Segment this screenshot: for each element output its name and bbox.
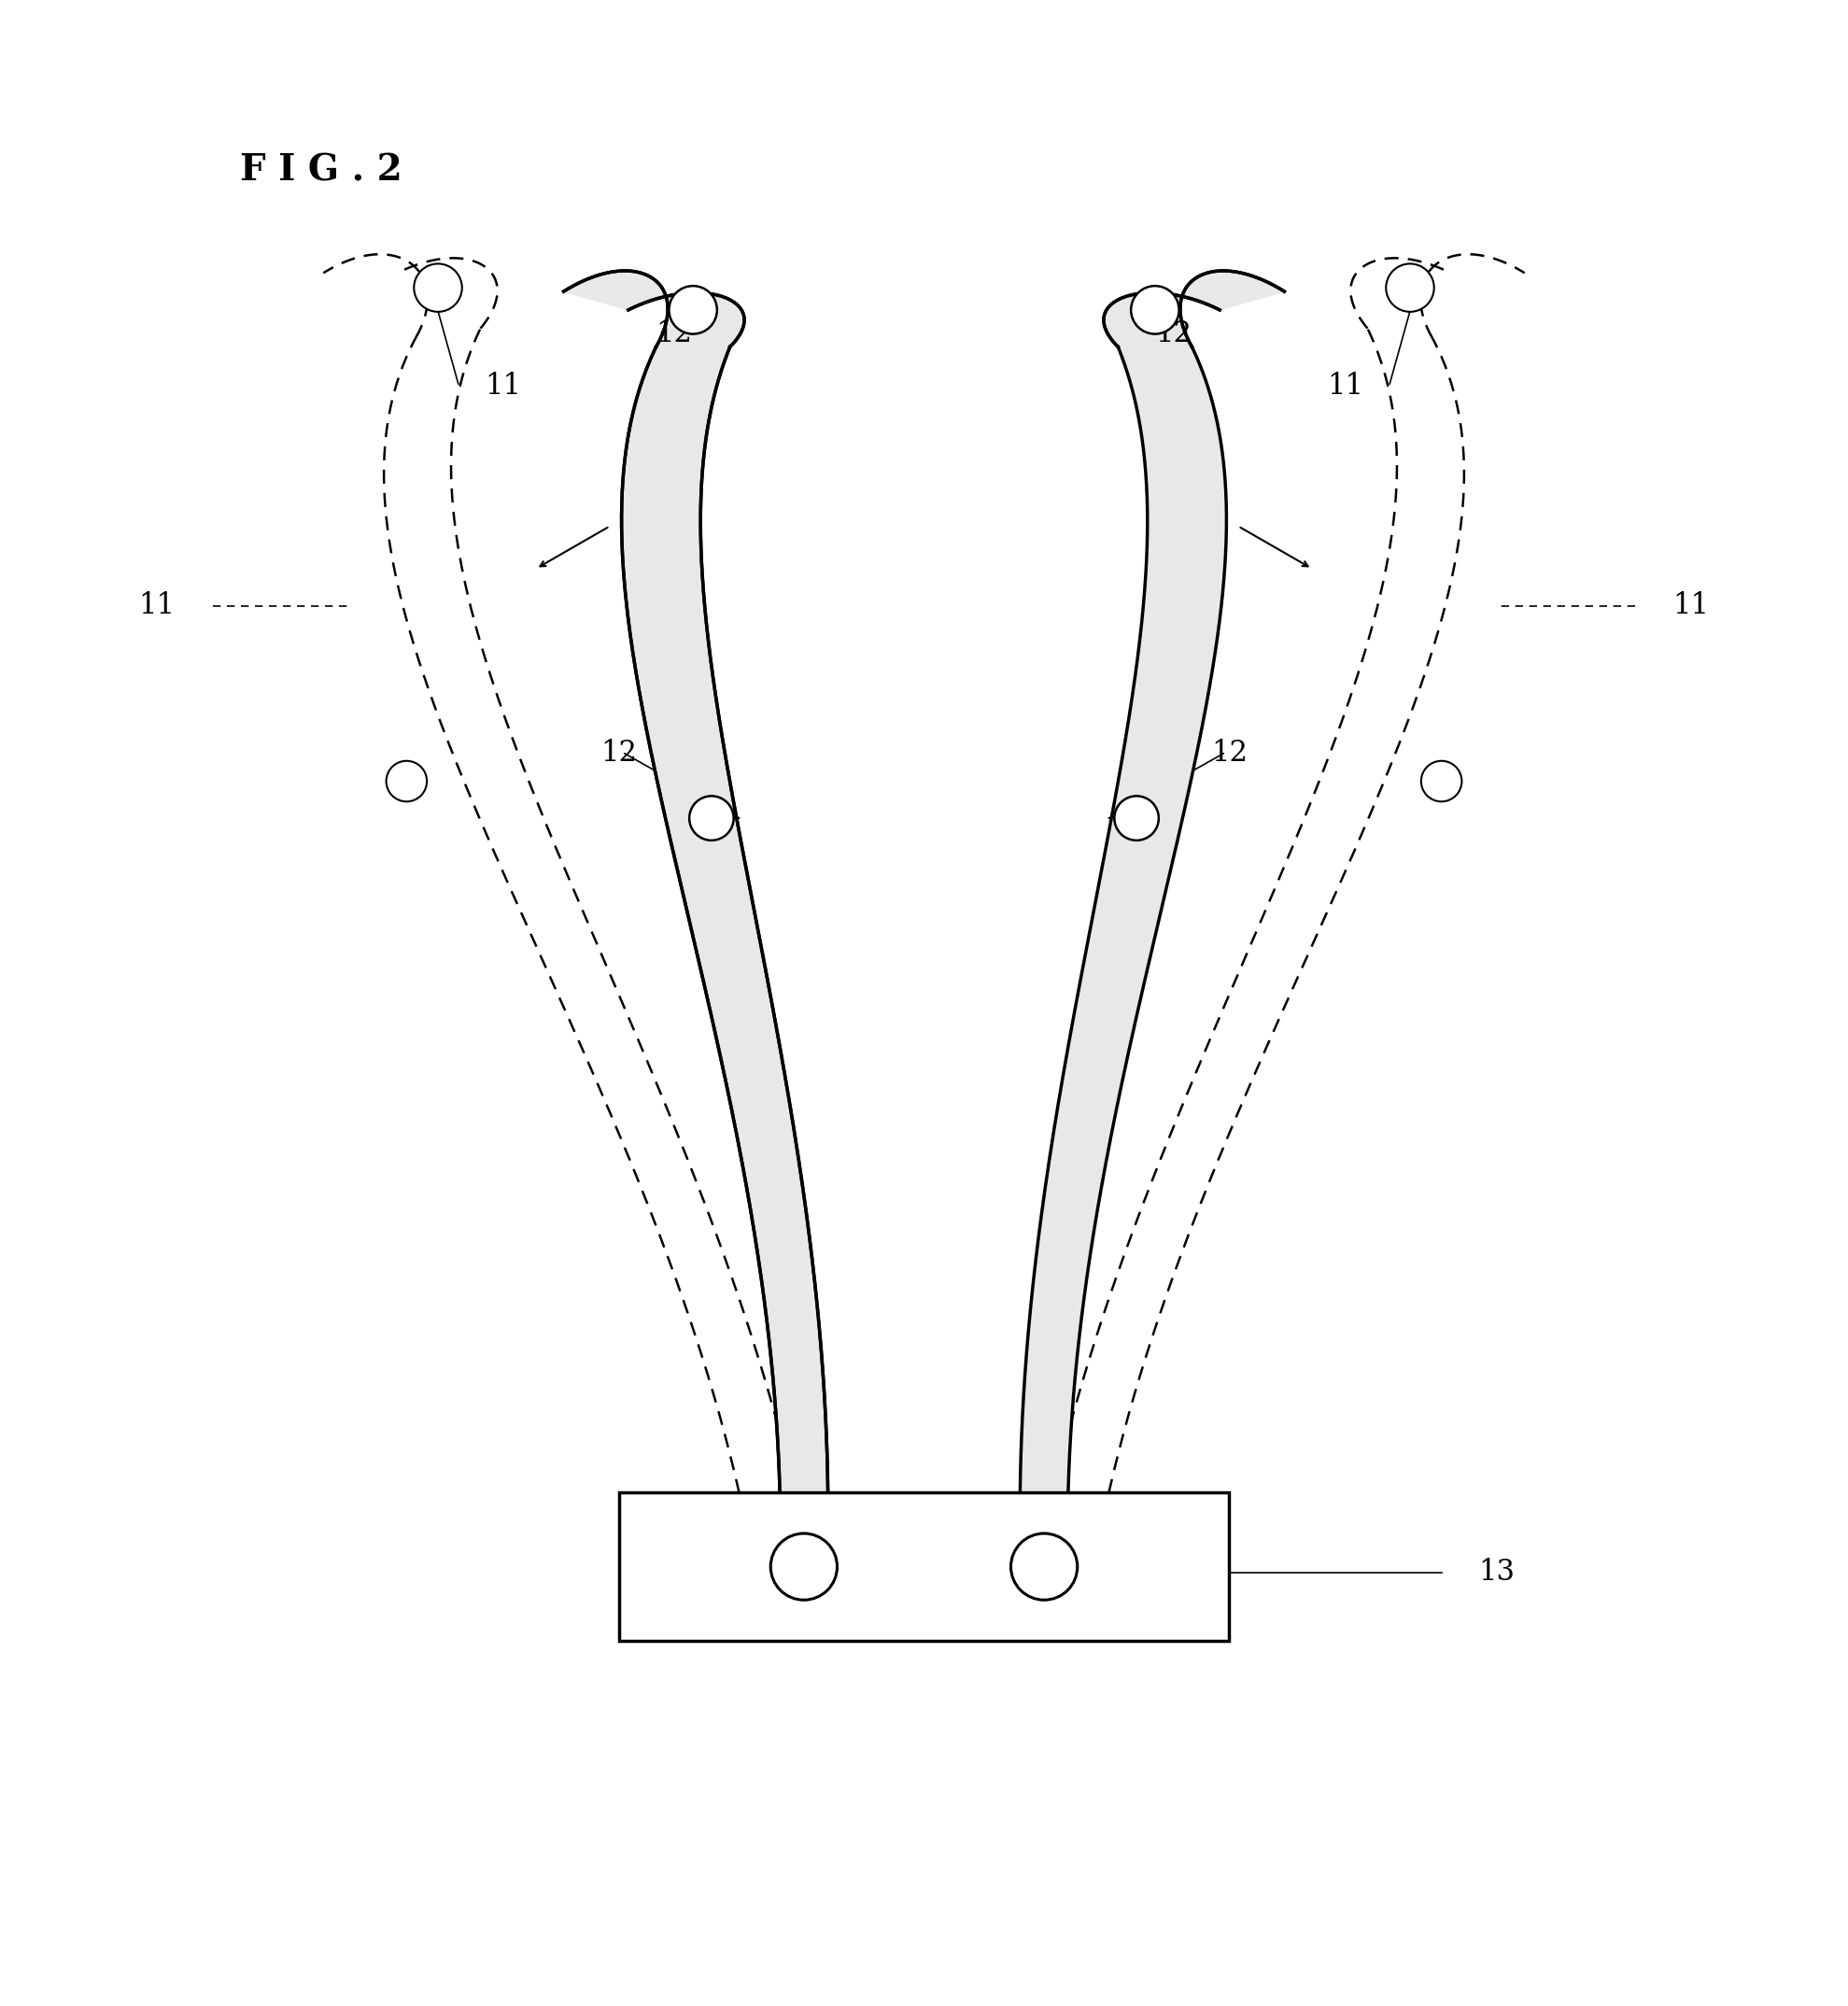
Circle shape	[689, 796, 734, 841]
Circle shape	[1011, 1533, 1077, 1601]
Bar	[619, 1492, 1229, 1641]
Text: 13: 13	[1478, 1559, 1515, 1587]
Polygon shape	[1103, 271, 1284, 347]
Circle shape	[386, 760, 427, 802]
Circle shape	[1421, 760, 1462, 802]
Text: F I G . 2: F I G . 2	[240, 152, 403, 189]
Polygon shape	[621, 347, 828, 1492]
Text: 12: 12	[656, 319, 693, 349]
Text: 12: 12	[601, 738, 638, 768]
Polygon shape	[1020, 347, 1227, 1492]
Circle shape	[1114, 796, 1159, 841]
Circle shape	[771, 1533, 837, 1601]
Circle shape	[669, 287, 717, 333]
Text: 12: 12	[1210, 738, 1247, 768]
Polygon shape	[564, 271, 745, 347]
Text: 11: 11	[139, 592, 176, 620]
Circle shape	[1386, 263, 1434, 311]
Text: 11: 11	[1327, 371, 1364, 399]
Text: 11: 11	[484, 371, 521, 399]
Circle shape	[1131, 287, 1179, 333]
Text: 12: 12	[1155, 319, 1192, 349]
Text: 11: 11	[1672, 592, 1709, 620]
Circle shape	[414, 263, 462, 311]
